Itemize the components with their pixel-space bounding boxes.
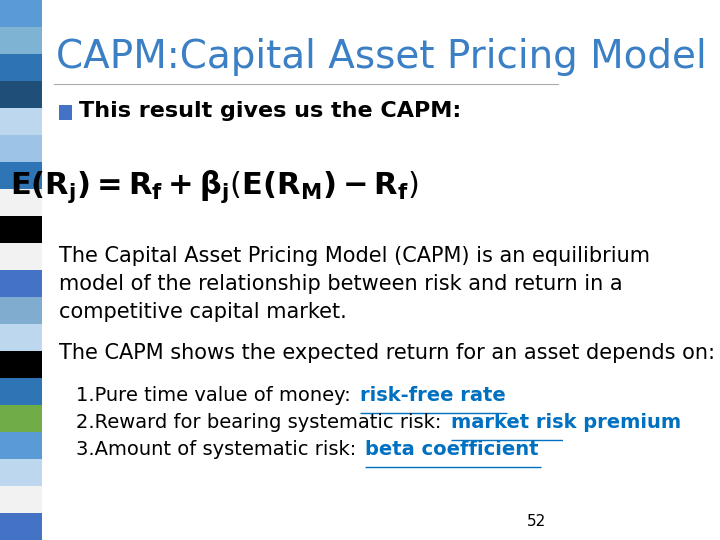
FancyBboxPatch shape xyxy=(0,324,42,351)
Text: CAPM:Capital Asset Pricing Model: CAPM:Capital Asset Pricing Model xyxy=(56,38,707,76)
FancyBboxPatch shape xyxy=(0,27,42,54)
Text: risk-free rate: risk-free rate xyxy=(360,386,505,405)
Text: 52: 52 xyxy=(527,514,546,529)
Text: The CAPM shows the expected return for an asset depends on:: The CAPM shows the expected return for a… xyxy=(59,343,715,363)
Text: This result gives us the CAPM:: This result gives us the CAPM: xyxy=(79,100,461,121)
FancyBboxPatch shape xyxy=(0,162,42,189)
FancyBboxPatch shape xyxy=(0,0,42,27)
FancyBboxPatch shape xyxy=(59,105,71,120)
FancyBboxPatch shape xyxy=(0,297,42,324)
Text: beta coefficient: beta coefficient xyxy=(365,440,539,459)
FancyBboxPatch shape xyxy=(0,81,42,108)
Text: $\mathbf{E(R_j) = R_f + \beta_j\left(E(R_M) - R_f\right)}$: $\mathbf{E(R_j) = R_f + \beta_j\left(E(R… xyxy=(9,168,418,205)
FancyBboxPatch shape xyxy=(0,189,42,216)
Text: market risk premium: market risk premium xyxy=(451,413,681,432)
FancyBboxPatch shape xyxy=(0,351,42,378)
FancyBboxPatch shape xyxy=(0,486,42,513)
FancyBboxPatch shape xyxy=(0,135,42,162)
Text: The Capital Asset Pricing Model (CAPM) is an equilibrium
model of the relationsh: The Capital Asset Pricing Model (CAPM) i… xyxy=(59,246,650,322)
Text: 2.Reward for bearing systematic risk:: 2.Reward for bearing systematic risk: xyxy=(76,413,448,432)
FancyBboxPatch shape xyxy=(0,270,42,297)
Text: 1.Pure time value of money:: 1.Pure time value of money: xyxy=(76,386,357,405)
FancyBboxPatch shape xyxy=(0,243,42,270)
FancyBboxPatch shape xyxy=(0,513,42,540)
FancyBboxPatch shape xyxy=(0,216,42,243)
FancyBboxPatch shape xyxy=(0,108,42,135)
FancyBboxPatch shape xyxy=(0,378,42,405)
FancyBboxPatch shape xyxy=(0,432,42,459)
Text: 3.Amount of systematic risk:: 3.Amount of systematic risk: xyxy=(76,440,363,459)
FancyBboxPatch shape xyxy=(0,405,42,432)
FancyBboxPatch shape xyxy=(0,459,42,486)
FancyBboxPatch shape xyxy=(0,54,42,81)
